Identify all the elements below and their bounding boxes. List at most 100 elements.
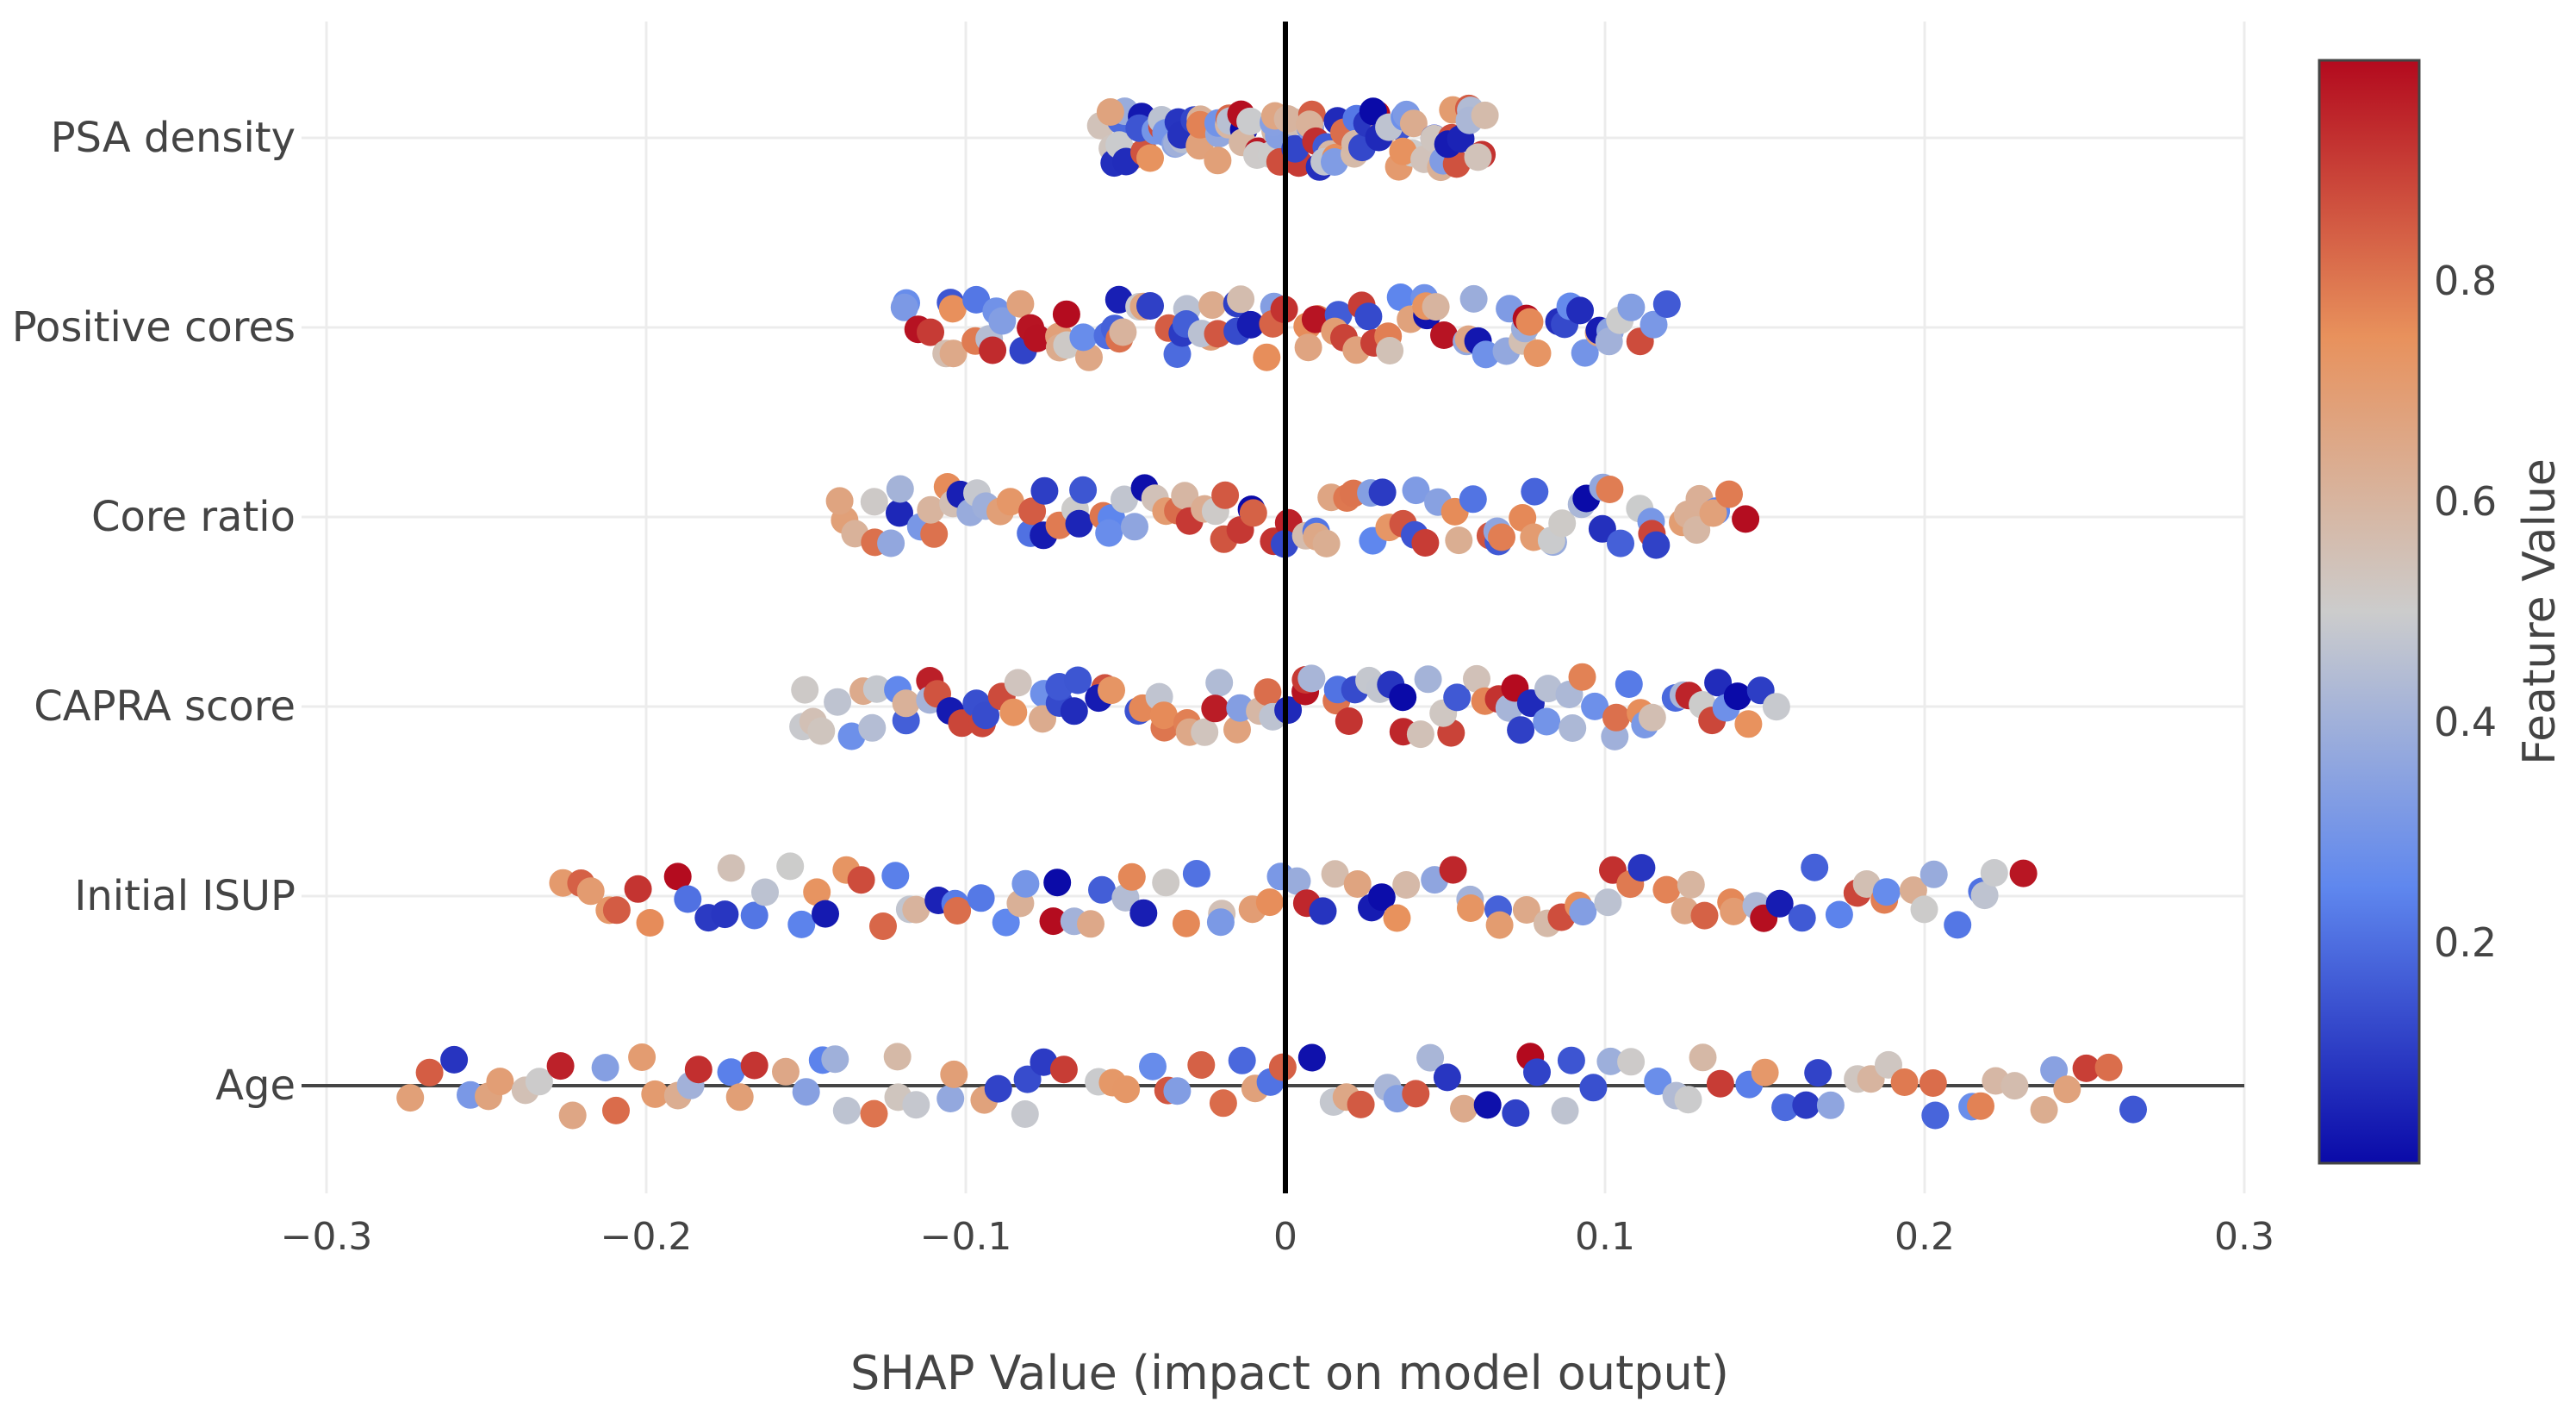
data-point: [1445, 526, 1473, 555]
data-point: [807, 717, 836, 745]
data-point: [1209, 1089, 1237, 1118]
data-point: [1112, 1075, 1141, 1104]
data-point: [1060, 697, 1088, 725]
x-tick-label: −0.3: [281, 1215, 373, 1259]
data-point: [725, 1083, 754, 1112]
data-point: [877, 529, 905, 557]
data-point: [2030, 1096, 2058, 1124]
data-point: [1136, 292, 1164, 320]
data-point: [1602, 703, 1630, 732]
data-point: [938, 295, 967, 323]
x-tick-label: 0: [1273, 1215, 1297, 1259]
data-point: [1801, 853, 1829, 881]
data-point: [890, 293, 918, 321]
data-point: [624, 875, 652, 903]
x-tick-label: 0.1: [1575, 1215, 1635, 1259]
data-point: [1368, 478, 1397, 507]
data-point: [1706, 1069, 1734, 1098]
data-point: [1816, 1091, 1845, 1119]
data-point: [1690, 901, 1719, 930]
x-tick-label: 0.3: [2214, 1215, 2274, 1259]
data-point: [917, 495, 945, 524]
data-point: [1980, 859, 2008, 887]
data-point: [1771, 1093, 1800, 1122]
data-point: [1792, 1091, 1820, 1119]
data-point: [1383, 904, 1411, 932]
data-point: [1459, 485, 1487, 514]
data-point: [943, 897, 972, 925]
data-point: [1422, 293, 1450, 321]
data-point: [1030, 476, 1059, 505]
data-point: [862, 675, 891, 703]
data-point: [979, 336, 1007, 364]
data-point: [717, 1058, 745, 1087]
data-point: [525, 1068, 553, 1096]
data-point: [1433, 1063, 1461, 1092]
data-point: [1386, 283, 1415, 311]
data-point: [847, 866, 875, 894]
x-tick-label: 0.2: [1895, 1215, 1955, 1259]
data-point: [1136, 144, 1164, 172]
data-point: [883, 1043, 912, 1071]
data-point: [1211, 481, 1240, 509]
data-point: [1049, 1055, 1078, 1084]
data-point: [1652, 875, 1681, 904]
data-point: [1559, 714, 1587, 742]
data-point: [1335, 707, 1363, 735]
data-point: [803, 878, 831, 906]
data-point: [1443, 683, 1472, 712]
colorbar: 0.2 0.4 0.6 0.8 Feature Value: [2318, 59, 2566, 1165]
data-point: [1109, 318, 1137, 346]
data-point: [869, 912, 897, 940]
data-point: [1406, 720, 1434, 749]
axes: −0.3 −0.2 −0.1 0 0.1 0.2 0.3 PSA density Positiv…: [12, 22, 2274, 1259]
data-point: [1149, 701, 1178, 730]
data-point: [772, 1057, 800, 1086]
data-point: [1254, 678, 1282, 707]
data-point: [1402, 476, 1430, 505]
data-point: [1970, 881, 1999, 910]
data-point: [1640, 310, 1668, 339]
data-point: [1129, 899, 1158, 927]
data-point: [1788, 904, 1816, 932]
data-point: [791, 676, 819, 704]
data-point: [1182, 860, 1210, 887]
data-point: [1309, 897, 1337, 925]
data-point: [1121, 513, 1148, 541]
data-point: [1088, 875, 1116, 904]
data-point: [1004, 669, 1032, 697]
data-point: [1411, 529, 1440, 557]
data-point: [628, 1043, 656, 1071]
data-point: [1715, 480, 1743, 508]
data-point: [558, 1101, 587, 1130]
data-point: [415, 1058, 444, 1087]
data-point: [1472, 340, 1500, 369]
data-point: [1223, 715, 1251, 744]
data-point: [1566, 296, 1594, 325]
data-point: [1283, 867, 1311, 895]
data-point: [936, 1085, 965, 1112]
data-point: [546, 1052, 575, 1080]
data-point: [1652, 290, 1681, 318]
data-point: [1414, 665, 1442, 694]
data-point: [1011, 1100, 1039, 1128]
data-point: [1751, 1058, 1779, 1087]
grid-lines: [302, 22, 2246, 1193]
data-point: [1642, 531, 1671, 559]
data-point: [1274, 696, 1303, 725]
data-point: [1392, 871, 1421, 899]
data-point: [1205, 669, 1234, 697]
data-point: [1069, 476, 1098, 504]
data-point: [860, 1099, 888, 1128]
data-point: [1096, 98, 1124, 126]
data-point: [825, 487, 854, 515]
data-point: [674, 885, 702, 913]
data-point: [962, 285, 991, 314]
colorbar-tick-label: 0.4: [2434, 699, 2497, 745]
colorbar-tick-label: 0.8: [2434, 258, 2497, 304]
data-point: [636, 909, 664, 937]
data-point: [902, 895, 930, 924]
data-point: [1312, 529, 1341, 557]
data-point: [1389, 137, 1417, 165]
data-point: [591, 1054, 619, 1082]
